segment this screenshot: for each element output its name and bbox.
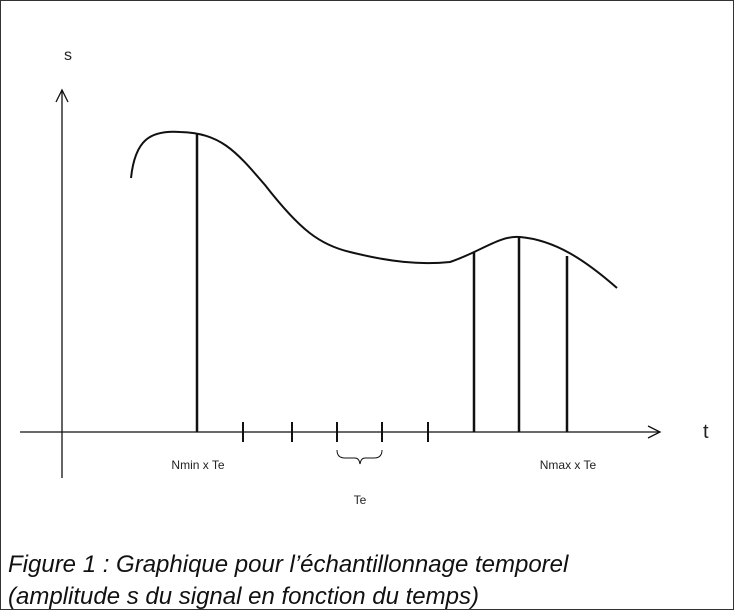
ticks <box>242 422 429 442</box>
te-label: Te <box>354 493 367 507</box>
brace <box>336 449 383 465</box>
caption-line: (amplitude s du signal en fonction du te… <box>8 583 479 610</box>
axes <box>20 88 662 478</box>
samples <box>195 133 569 432</box>
nmin-label: Nmin x Te <box>171 458 224 472</box>
x-axis-label: t <box>703 421 709 443</box>
caption-line: Figure 1 : Graphique pour l’échantillonn… <box>8 551 569 578</box>
y-axis-label: s <box>64 47 72 64</box>
nmax-label: Nmax x Te <box>540 458 597 472</box>
x-arrow <box>647 425 662 439</box>
y-arrow <box>55 88 69 103</box>
